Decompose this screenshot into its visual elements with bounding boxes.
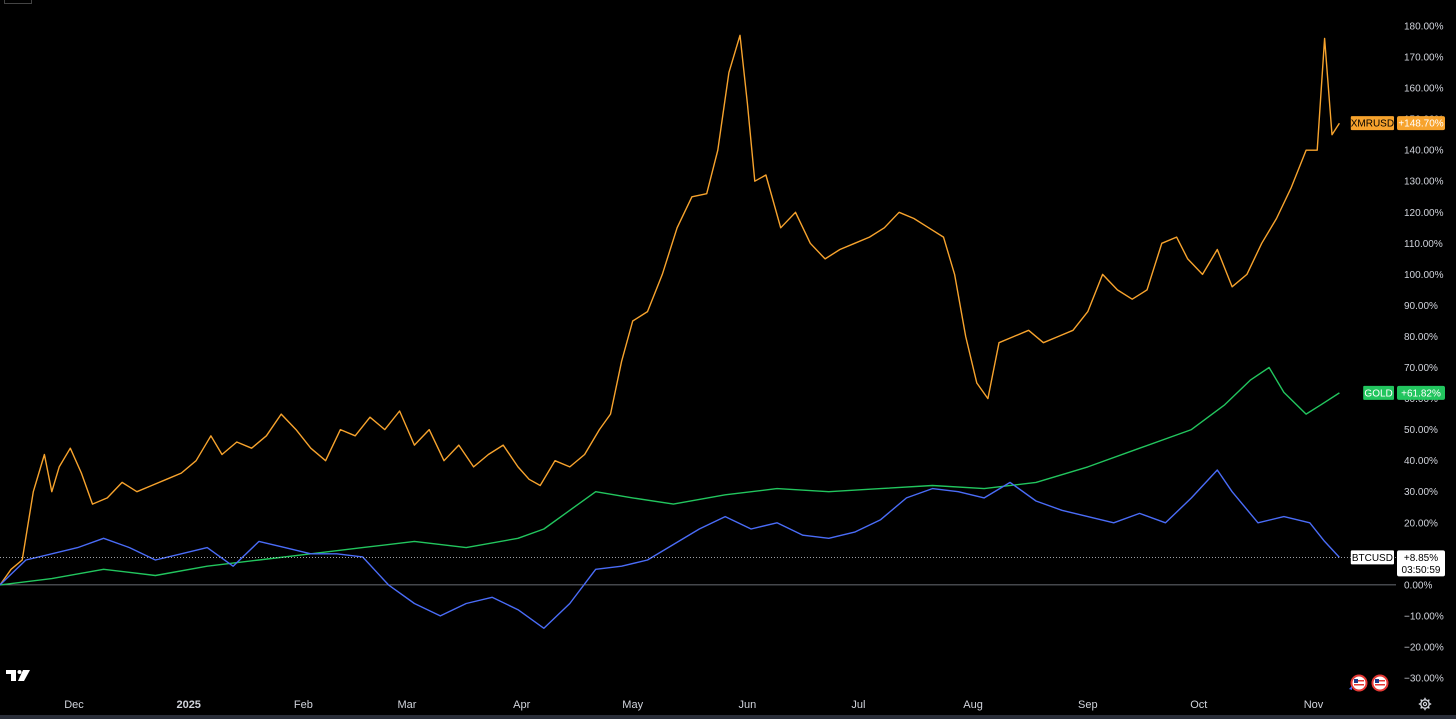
series-name-badge-bg (1350, 116, 1394, 131)
y-tick-label: 120.00% (1404, 208, 1444, 219)
y-tick-label: −10.00% (1404, 611, 1444, 622)
event-flags-icon[interactable] (1347, 674, 1393, 692)
series-name-badge[interactable]: XMRUSD (1351, 119, 1394, 130)
y-tick-label: 100.00% (1404, 270, 1444, 281)
top-toolbar-stub (4, 0, 32, 4)
y-tick-label: 0.00% (1404, 580, 1432, 591)
series-name-badge[interactable]: GOLD (1364, 388, 1392, 399)
series-name-badge-bg (1350, 550, 1394, 565)
y-tick-label: 130.00% (1404, 177, 1444, 188)
x-tick-label: Aug (963, 699, 983, 711)
series-value-badge-bg (1397, 385, 1445, 400)
y-tick-label: 70.00% (1404, 363, 1438, 374)
y-tick-label: 40.00% (1404, 456, 1438, 467)
x-tick-label: Oct (1190, 699, 1207, 711)
series-value-badge-bg (1397, 116, 1445, 131)
series-name-badge[interactable]: BTCUSD (1352, 553, 1393, 564)
series-value-label: +148.70% (1398, 119, 1443, 130)
bar-countdown-label: 03:50:59 (1402, 565, 1441, 576)
x-tick-label: Jun (739, 699, 757, 711)
x-tick-label: Sep (1078, 699, 1098, 711)
y-tick-label: 80.00% (1404, 332, 1438, 343)
y-tick-label: 180.00% (1404, 22, 1444, 33)
series-line-xmrusd[interactable] (0, 34, 1340, 586)
y-tick-label: 170.00% (1404, 53, 1444, 64)
y-tick-label: −20.00% (1404, 642, 1444, 653)
y-tick-label: 50.00% (1404, 425, 1438, 436)
x-tick-label: Apr (513, 699, 530, 711)
series-value-badge-bg (1397, 550, 1445, 577)
y-tick-label: 90.00% (1404, 301, 1438, 312)
x-tick-label: May (622, 699, 643, 711)
x-tick-label: Nov (1304, 699, 1324, 711)
y-tick-label: 160.00% (1404, 84, 1444, 95)
x-tick-label: 2025 (176, 699, 200, 711)
y-tick-label: 20.00% (1404, 518, 1438, 529)
x-tick-label: Jul (851, 699, 865, 711)
bottom-border (0, 715, 1456, 719)
x-tick-label: Dec (64, 699, 84, 711)
settings-gear-icon[interactable] (1418, 697, 1432, 711)
series-value-label: +8.85% (1404, 553, 1438, 564)
y-tick-label: 30.00% (1404, 487, 1438, 498)
tradingview-logo-icon[interactable] (6, 668, 32, 682)
x-tick-label: Feb (294, 699, 313, 711)
y-tick-label: 140.00% (1404, 146, 1444, 157)
y-tick-label: 110.00% (1404, 239, 1443, 250)
x-tick-label: Mar (398, 699, 417, 711)
series-line-gold[interactable] (0, 366, 1340, 586)
series-name-badge-bg (1363, 385, 1394, 400)
series-value-label: +61.82% (1401, 388, 1441, 399)
series-line-btcusd[interactable] (0, 469, 1340, 629)
y-tick-label: −30.00% (1404, 674, 1444, 685)
